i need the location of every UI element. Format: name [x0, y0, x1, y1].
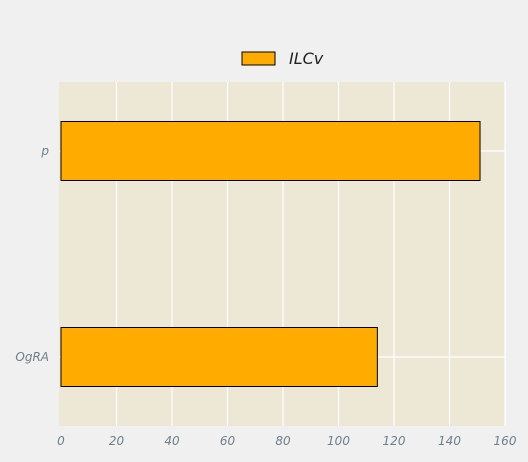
legend: ILCv [241, 49, 324, 68]
x-tick-label: 120 [383, 434, 406, 448]
x-tick-label: 60 [220, 434, 236, 448]
x-axis-ticks: 0 20 40 60 80 100 120 140 160 [57, 434, 517, 448]
x-tick-label: 160 [494, 434, 517, 448]
y-tick-label: p [40, 144, 49, 158]
bars [60, 121, 481, 387]
bar [60, 121, 481, 181]
x-tick-label: 40 [164, 434, 180, 448]
bar [60, 327, 378, 387]
x-tick-label: 0 [57, 434, 65, 448]
legend-swatch [241, 51, 276, 66]
x-tick-label: 20 [109, 434, 125, 448]
x-tick-label: 140 [438, 434, 461, 448]
x-tick-label: 100 [327, 434, 350, 448]
x-tick-label: 80 [275, 434, 291, 448]
y-tick-label: OgRA [15, 350, 49, 364]
y-axis-ticks: p OgRA [15, 144, 49, 364]
legend-label: ILCv [289, 49, 324, 68]
